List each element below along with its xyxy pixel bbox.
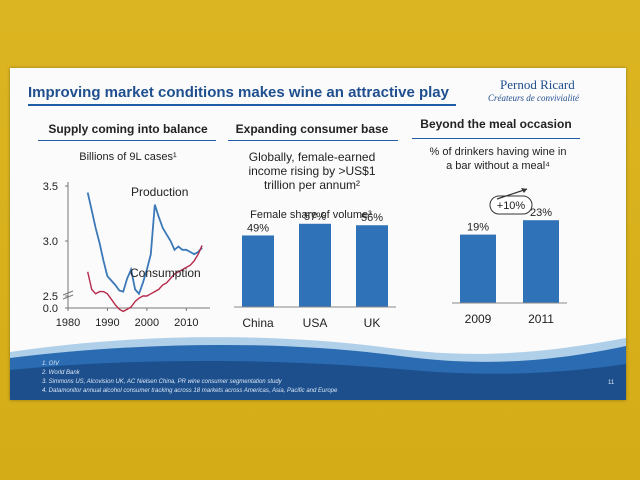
- title-underline: [28, 104, 456, 106]
- axis-break-mark: [62, 290, 74, 296]
- supply-heading: Supply coming into balance: [48, 122, 208, 136]
- drinkers-bar-chart: 19% 2009 23% 2011 +10%: [452, 188, 567, 326]
- meal-text-line-2: a bar without a meal⁴: [446, 160, 550, 172]
- category-label: China: [242, 316, 274, 330]
- footnote-1: 1. OIV: [42, 361, 60, 367]
- supply-line-chart: 0.02.5 3.0 3.5 1980 1990 2000 2010 Production Co…: [43, 181, 210, 329]
- bar-value-label: 56%: [361, 212, 383, 224]
- bar-value-label: 23%: [530, 207, 552, 219]
- chart-title: Female share of volume³: [250, 209, 372, 221]
- supply-rule: [38, 140, 216, 141]
- consumer-rule: [228, 140, 398, 141]
- bar-value-label: 19%: [467, 222, 489, 234]
- meal-rule: [412, 138, 580, 139]
- consumer-text-line-3: trillion per annum²: [263, 178, 361, 192]
- x-tick-label: 2010: [174, 317, 198, 329]
- meal-heading: Beyond the meal occasion: [420, 117, 572, 131]
- brand-tagline: Créateurs de convivialité: [488, 93, 579, 103]
- category-label: 2009: [465, 312, 492, 326]
- meal-text-line-1: % of drinkers having wine in: [429, 146, 567, 158]
- series-line-consumption: [87, 245, 203, 313]
- category-label: UK: [364, 316, 381, 330]
- footnote-3: 3. Simmons US, Alcovision UK, AC Nielsen…: [42, 379, 282, 385]
- x-tick-label: 1980: [56, 317, 80, 329]
- series-line-production: [86, 192, 203, 296]
- y-tick-label: 2.5: [43, 291, 58, 303]
- brand-logo-text: Pernod Ricard: [500, 77, 575, 92]
- category-label: USA: [303, 316, 328, 330]
- bar-uk: [356, 225, 388, 307]
- growth-arrowhead-icon: [521, 188, 527, 193]
- y-tick-label: 0.0: [43, 303, 58, 315]
- consumer-text-line-1: Globally, female-earned: [248, 150, 376, 164]
- page-number: 11: [608, 380, 615, 386]
- category-label: 2011: [528, 312, 554, 326]
- consumer-text-line-2: income rising by >US$1: [248, 164, 376, 178]
- axis-break-mark: [62, 294, 74, 300]
- slide-title: Improving market conditions makes wine a…: [28, 84, 449, 101]
- consumption-label: Consumption: [130, 266, 201, 280]
- bar-value-label: 49%: [247, 222, 269, 234]
- bar-usa: [299, 223, 331, 307]
- footnotes: 1. OIV 2. World Bank 3. Simmons US, Alco…: [42, 360, 337, 396]
- growth-arrow-icon: [496, 188, 528, 200]
- y-tick-label: 3.5: [43, 181, 58, 193]
- growth-label: +10%: [497, 200, 526, 212]
- footnote-2: 2. World Bank: [42, 370, 80, 376]
- meal-text: % of drinkers having wine in a bar witho…: [410, 145, 586, 173]
- consumer-heading: Expanding consumer base: [235, 122, 389, 136]
- bar-2011: [523, 220, 559, 303]
- bar-2009: [460, 234, 496, 303]
- consumer-text: Globally, female-earned income rising by…: [224, 150, 400, 192]
- supply-unit: Billions of 9L cases¹: [79, 151, 177, 163]
- growth-pill: [489, 195, 533, 215]
- production-label: Production: [131, 185, 188, 199]
- footnote-4: 4. Datamonitor annual alcohol consumer t…: [42, 388, 338, 394]
- bar-value-label: 57%: [304, 211, 326, 223]
- bar-china: [242, 235, 274, 307]
- x-tick-label: 1990: [95, 317, 119, 329]
- y-tick-label: 3.0: [43, 236, 58, 248]
- footer-wave: [10, 337, 626, 400]
- x-tick-label: 2000: [135, 317, 159, 329]
